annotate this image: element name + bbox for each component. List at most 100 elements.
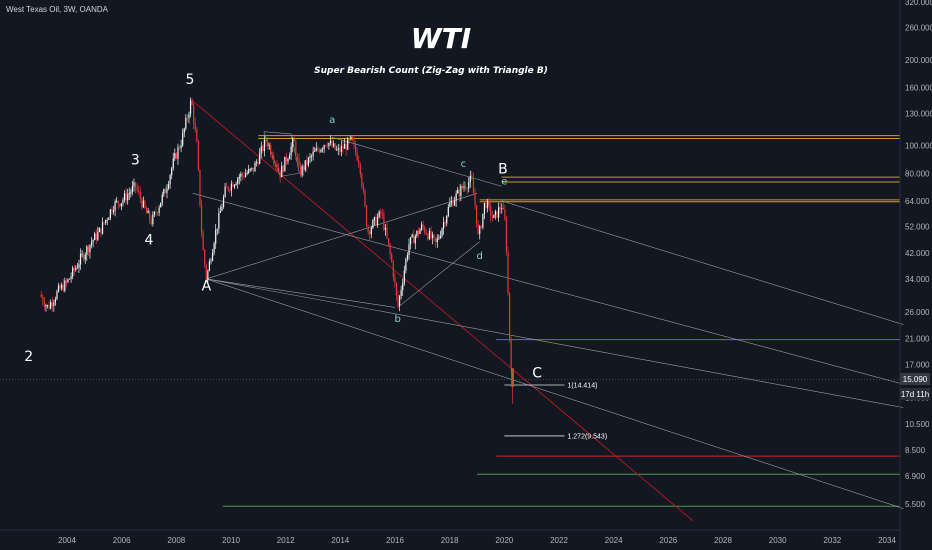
wave-labels: 2 3 4 5 A B Ca b c d e	[24, 72, 542, 382]
time-tick-label: 2024	[605, 536, 623, 545]
trendline	[192, 193, 904, 385]
candle-body	[194, 123, 196, 130]
trendline	[206, 193, 478, 280]
candle-body	[436, 238, 438, 243]
candle-body	[460, 186, 462, 197]
candle-body	[257, 161, 259, 164]
countdown-tag	[900, 388, 930, 400]
candle-body	[238, 176, 240, 179]
candle-body	[56, 291, 58, 300]
price-tick-label: 26.000	[905, 308, 930, 317]
candle-body	[54, 299, 56, 303]
candle-body	[127, 194, 129, 201]
candle-body	[254, 162, 256, 172]
candle-body	[328, 142, 330, 147]
candle-body	[304, 160, 306, 171]
price-tick-label: 52.000	[905, 222, 930, 231]
time-tick-label: 2012	[277, 536, 295, 545]
candle-body	[472, 178, 475, 194]
time-tick-label: 2018	[441, 536, 459, 545]
candle-body	[323, 145, 325, 149]
candle-body	[296, 156, 299, 160]
candle-body	[241, 173, 244, 176]
candle-body	[326, 145, 328, 147]
candle-body	[138, 190, 140, 192]
candle-body	[496, 211, 498, 218]
time-tick-label: 2004	[58, 536, 76, 545]
candle-body	[136, 187, 138, 191]
candle-body	[219, 210, 222, 213]
candle-body	[281, 165, 283, 178]
candle-body	[94, 233, 96, 241]
candle-body	[361, 174, 363, 187]
candle-body	[507, 252, 509, 293]
candle-body	[273, 158, 275, 164]
candle-body	[416, 230, 418, 237]
trendline	[191, 99, 694, 522]
candle-body	[232, 183, 234, 188]
candle-body	[276, 164, 278, 169]
wave-label-3: 3	[131, 152, 140, 168]
candle-body	[315, 148, 317, 151]
candle-body	[479, 226, 481, 234]
candle-body	[392, 261, 394, 278]
candle-body	[362, 186, 365, 191]
candle-body	[400, 290, 402, 297]
candle-body	[116, 200, 118, 202]
candle-body	[447, 206, 449, 217]
candle-body	[449, 202, 451, 207]
candle-body	[40, 294, 42, 298]
candle-body	[43, 302, 45, 307]
candle-body	[122, 200, 124, 204]
candle-body	[365, 205, 368, 227]
candle-body	[191, 100, 193, 105]
candle-body	[197, 141, 200, 170]
candle-body	[384, 227, 387, 230]
candle-body	[376, 217, 379, 226]
candle-body	[409, 237, 412, 245]
candle-body	[397, 295, 399, 306]
candle-body	[89, 244, 91, 253]
candle-body	[499, 207, 501, 210]
candle-body	[42, 297, 44, 303]
candle-body	[156, 212, 159, 214]
candle-body	[332, 143, 335, 147]
candle-body	[387, 238, 390, 245]
candle-body	[123, 193, 126, 201]
candle-body	[505, 219, 508, 253]
candle-body	[235, 183, 237, 185]
price-tick-label: 34.000	[905, 275, 930, 284]
candle-body	[413, 234, 415, 244]
candle-body	[331, 140, 333, 147]
candle-body	[285, 156, 288, 162]
candle-body	[230, 183, 233, 191]
candle-body	[491, 216, 493, 218]
candle-body	[358, 160, 360, 164]
candle-body	[380, 211, 382, 214]
candle-body	[334, 143, 336, 150]
candle-body	[325, 145, 327, 146]
candle-body	[402, 283, 404, 291]
candle-body	[152, 214, 154, 225]
candle-body	[274, 163, 277, 165]
candle-body	[497, 207, 500, 218]
candle-body	[114, 201, 116, 211]
candle-body	[59, 285, 61, 289]
candle-body	[450, 200, 453, 203]
symbol-label[interactable]: West Texas Oil, 3W, OANDA	[6, 5, 109, 14]
candle-body	[351, 136, 354, 141]
candle-body	[317, 148, 319, 151]
candle-body	[67, 279, 69, 283]
trendline	[206, 278, 904, 509]
candle-body	[424, 227, 426, 233]
candle-body	[79, 254, 82, 265]
candle-body	[87, 246, 89, 253]
candle-body	[303, 166, 305, 171]
candle-body	[452, 200, 454, 206]
current-price-tag[interactable]	[900, 373, 930, 385]
time-tick-label: 2008	[167, 536, 185, 545]
candle-body	[111, 209, 113, 213]
candle-body	[279, 170, 281, 178]
candle-body	[471, 175, 473, 179]
